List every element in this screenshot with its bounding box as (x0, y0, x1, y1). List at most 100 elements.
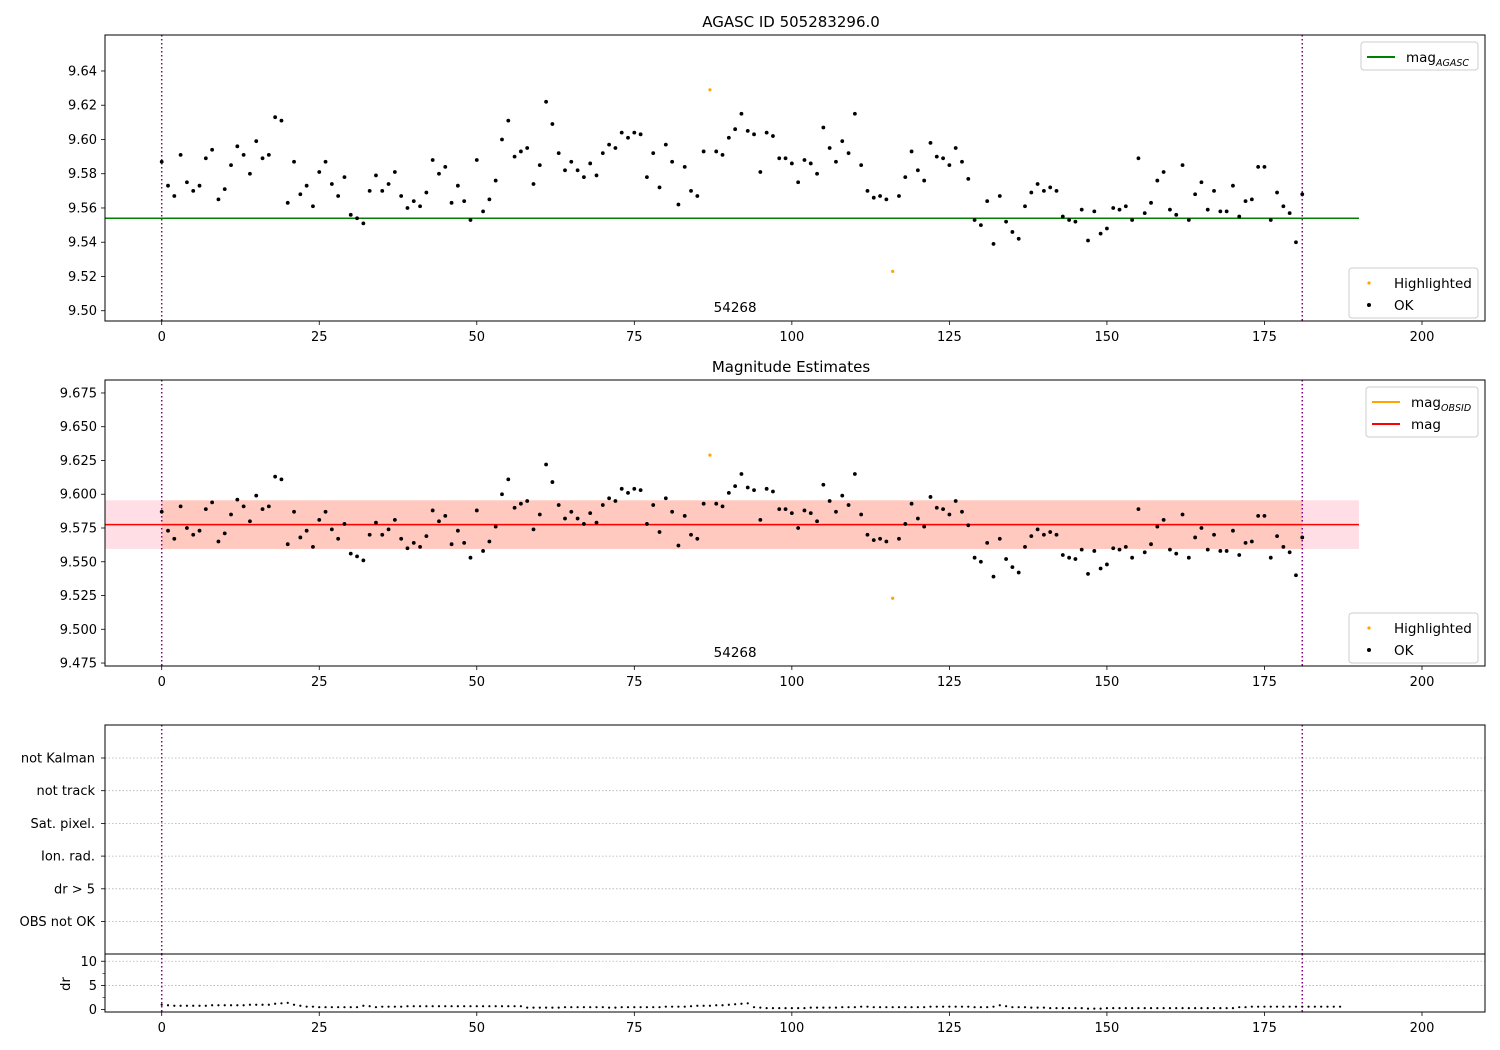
panel-magnitude-ok-point (248, 519, 252, 524)
panel-dr-point (809, 1006, 812, 1009)
panel-dr-point (280, 1002, 283, 1005)
panel-agasc-bottom-legend-box (1348, 267, 1479, 319)
panel-magnitude-ok-point (783, 507, 788, 511)
panel-agasc-ok-point (222, 187, 227, 192)
panel-agasc-ok-point (537, 163, 542, 168)
panel-magnitude-ok-point (342, 522, 347, 526)
panel-magnitude-ok-point (1249, 539, 1254, 544)
panel-magnitude-ok-point (518, 501, 523, 506)
panel-magnitude-ok-point (481, 549, 485, 553)
panel-dr-point (1055, 1007, 1058, 1010)
panel-agasc-highlighted-point (891, 269, 895, 273)
panel-flags-row-label: Ion. rad. (41, 850, 95, 865)
panel-dr-point (557, 1006, 560, 1009)
panel-agasc-ok-point (1130, 218, 1135, 222)
panel-dr-x-tick-label: 75 (626, 1021, 643, 1036)
panel-dr-point (217, 1004, 220, 1007)
panel-agasc-ok-point (1105, 226, 1109, 231)
panel-dr-y-tick-label: 0 (89, 1003, 97, 1018)
panel-magnitude-x-tick-label: 50 (469, 675, 486, 690)
panel-magnitude-ok-point (1199, 526, 1204, 530)
panel-agasc-ok-point (846, 151, 851, 156)
panel-magnitude-highlighted-point (891, 596, 895, 600)
panel-dr-point (1219, 1007, 1222, 1010)
panel-agasc-ok-point (1231, 183, 1235, 188)
panel-magnitude-ok-point (1180, 512, 1185, 517)
panel-agasc-ok-point (455, 183, 460, 188)
panel-agasc-ok-point (1287, 211, 1292, 216)
panel-dr-x-tick-label: 150 (1095, 1021, 1120, 1036)
panel-flags-row-label: not track (36, 784, 95, 799)
panel-magnitude-y-tick-label: 9.475 (60, 657, 97, 672)
panel-dr-point (437, 1005, 441, 1008)
panel-magnitude-ok-point (607, 496, 612, 501)
panel-agasc-ok-point (764, 130, 769, 135)
panel-dr-point (1099, 1007, 1102, 1010)
panel-dr-point (1143, 1007, 1146, 1010)
panel-magnitude-ok-point (279, 477, 284, 482)
panel-agasc-ok-point (575, 168, 580, 173)
panel-dr-point (1080, 1007, 1083, 1010)
panel-agasc-ok-point (701, 149, 706, 154)
panel-dr-point (664, 1005, 667, 1008)
panel-dr-point (1105, 1007, 1109, 1010)
panel-dr-point (979, 1006, 982, 1009)
panel-dr-x-tick-label: 200 (1410, 1021, 1435, 1036)
panel-magnitude-ok-point (418, 545, 422, 549)
panel-magnitude-ok-point (1004, 557, 1008, 561)
panel-magnitude-ok-point (455, 528, 460, 533)
panel-magnitude-ok-point (317, 517, 322, 522)
panel-magnitude-y-tick-label: 9.575 (60, 521, 97, 536)
panel-magnitude-ok-point (1237, 553, 1242, 557)
panel-agasc-ok-point (500, 137, 504, 142)
panel-agasc-ok-point (317, 170, 322, 174)
panel-dr-point (614, 1006, 617, 1009)
panel-dr-point (702, 1004, 705, 1007)
panel-dr-point (658, 1006, 661, 1009)
panel-dr-point (633, 1006, 636, 1009)
panel-magnitude-ok-point (1130, 555, 1135, 560)
panel-agasc-ok-point (1029, 190, 1034, 195)
panel-magnitude-ok-point (947, 512, 952, 517)
panel-agasc-ok-point (1180, 163, 1185, 168)
panel-agasc-ok-point (1048, 185, 1053, 190)
panel-dr-point (456, 1005, 459, 1008)
panel-dr-point (815, 1006, 819, 1009)
panel-agasc-ok-point (626, 135, 630, 140)
panel-dr-point (1288, 1005, 1291, 1008)
panel-agasc-ok-point (525, 146, 530, 150)
panel-agasc-ok-point (481, 209, 485, 214)
panel-magnitude-ok-point (531, 527, 536, 532)
panel-dr-point (1137, 1007, 1140, 1010)
panel-magnitude-ok-point (582, 522, 586, 526)
panel-agasc-ok-point (865, 188, 870, 193)
panel-agasc-ok-point (1186, 218, 1191, 222)
panel-agasc-ok-point (1294, 240, 1298, 245)
panel-magnitude-ok-point (563, 516, 567, 521)
panel-dr-point (866, 1005, 869, 1008)
panel-dr-point (973, 1006, 976, 1009)
panel-dr-x-tick-label: 50 (469, 1021, 486, 1036)
panel-dr-point (916, 1006, 919, 1009)
panel-agasc-ok-point (424, 190, 429, 195)
panel-agasc-ok-point (279, 118, 284, 123)
panel-magnitude-ok-point (1149, 542, 1153, 547)
panel-magnitude-ok-point (298, 535, 303, 540)
panel-magnitude-ok-point (852, 472, 857, 476)
panel-magnitude-ok-point (216, 539, 221, 544)
panel-magnitude-ok-point (834, 509, 838, 514)
panel-magnitude-ok-point (1105, 562, 1109, 567)
panel-agasc-ok-point (771, 134, 775, 138)
panel-dr-point (198, 1004, 201, 1007)
panel-agasc-ok-point (1123, 204, 1128, 209)
panel-agasc-ok-point (815, 171, 819, 176)
panel-magnitude-ok-point (506, 477, 511, 482)
panel-flags-frame (104, 724, 1486, 955)
panel-magnitude-ok-point (871, 538, 876, 543)
panel-agasc-x-tick-label: 75 (626, 330, 643, 345)
panel-magnitude-ok-point (689, 532, 693, 537)
panel-dr-point (1074, 1007, 1077, 1010)
panel-agasc-ok-point (802, 158, 807, 162)
panel-agasc-ok-point (405, 206, 410, 210)
panel-magnitude-ok-point (1205, 547, 1210, 552)
